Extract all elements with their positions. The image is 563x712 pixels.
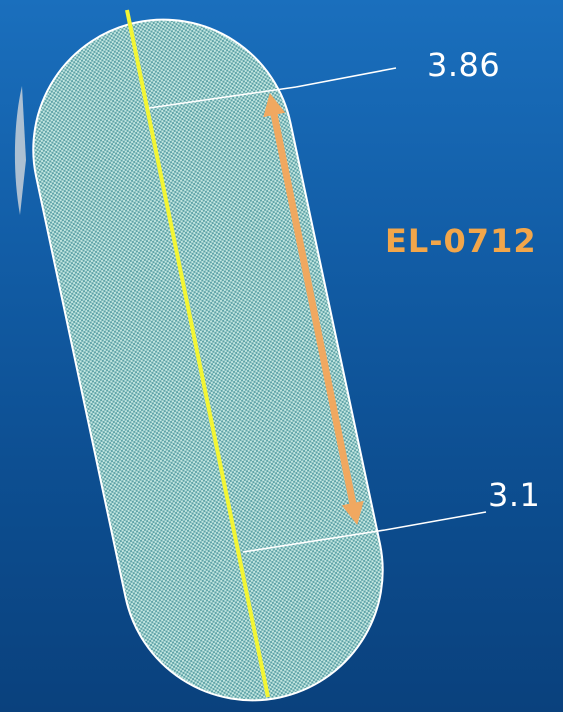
bottom-value-label: 3.1 bbox=[488, 476, 541, 514]
capsule-shadow bbox=[14, 86, 26, 215]
top-value-label: 3.86 bbox=[427, 46, 501, 84]
height-arrow bbox=[263, 93, 364, 525]
bottom-reference-line bbox=[242, 529, 386, 553]
elevation-code-label: EL-0712 bbox=[385, 222, 537, 260]
capsule-shape bbox=[32, 18, 384, 702]
centerline bbox=[125, 9, 270, 698]
top-leader-line bbox=[295, 67, 397, 88]
top-reference-line bbox=[148, 86, 297, 109]
bottom-leader-line bbox=[384, 511, 487, 531]
